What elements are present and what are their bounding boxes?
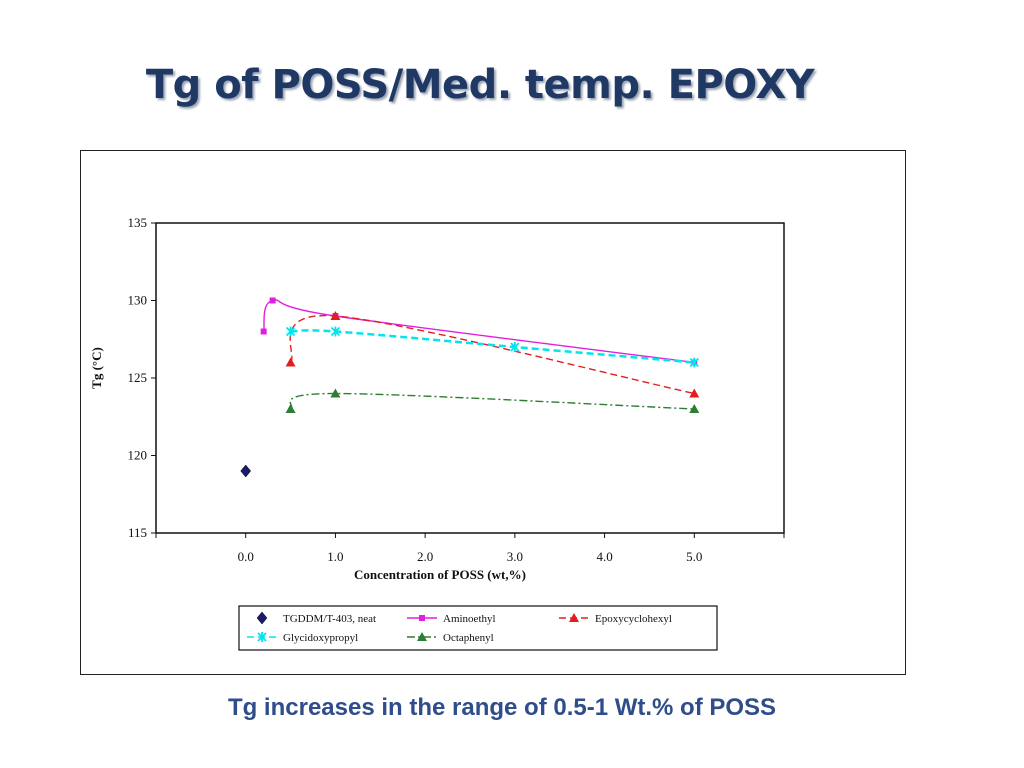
legend-marker <box>419 615 425 621</box>
x-tick-label: 0.0 <box>238 549 254 564</box>
x-tick-label: 3.0 <box>507 549 523 564</box>
legend-label: TGDDM/T-403, neat <box>283 613 376 625</box>
series-line-3 <box>290 329 695 364</box>
legend-marker <box>417 632 427 641</box>
y-tick-label: 130 <box>128 293 148 308</box>
data-point-1 <box>269 297 276 304</box>
data-point-4 <box>689 404 700 413</box>
series-line-4 <box>289 392 695 410</box>
legend-marker <box>256 611 268 625</box>
y-axis-label: Tg (°C) <box>89 347 104 389</box>
y-tick-label: 120 <box>128 448 148 463</box>
data-point-4 <box>285 404 296 413</box>
slide-caption: Tg increases in the range of 0.5-1 Wt.% … <box>227 694 777 721</box>
chart-frame: 115 120 125 130 135 0.0 1.0 2.0 3.0 4.0 5.0 Concent… <box>80 150 906 675</box>
data-point-4 <box>330 388 341 398</box>
legend-label: Octaphenyl <box>443 632 494 644</box>
legend-marker <box>569 613 579 622</box>
data-point-3 <box>510 342 520 352</box>
x-tick-label: 5.0 <box>686 549 702 564</box>
chart-svg: 115 120 125 130 135 0.0 1.0 2.0 3.0 4.0 5.0 Concent… <box>89 215 785 651</box>
y-tick-label: 135 <box>128 215 148 230</box>
x-tick-label: 2.0 <box>417 549 433 564</box>
y-tick-label: 125 <box>128 370 148 385</box>
data-point-2 <box>285 357 296 367</box>
legend-marker <box>257 632 267 642</box>
x-tick-label: 1.0 <box>327 549 343 564</box>
data-point-3 <box>285 326 296 337</box>
data-point-2 <box>330 311 341 320</box>
slide-title: Tg of POSS/Med. temp. EPOXY <box>145 62 815 108</box>
x-tick-label: 4.0 <box>596 549 612 564</box>
legend-label: Aminoethyl <box>443 613 496 625</box>
y-tick-label: 115 <box>128 525 147 540</box>
data-point-1 <box>260 328 267 335</box>
x-axis-label: Concentration of POSS (wt,%) <box>354 567 526 582</box>
plot-area <box>155 222 785 534</box>
data-point-3 <box>330 326 341 337</box>
legend-label: Epoxycyclohexyl <box>595 613 672 625</box>
legend-box <box>238 605 718 651</box>
legend-label: Glycidoxypropyl <box>283 632 358 644</box>
data-point-2 <box>689 388 700 398</box>
data-point-3 <box>689 357 699 368</box>
data-point-0 <box>240 464 252 478</box>
series-line-2 <box>289 314 695 395</box>
